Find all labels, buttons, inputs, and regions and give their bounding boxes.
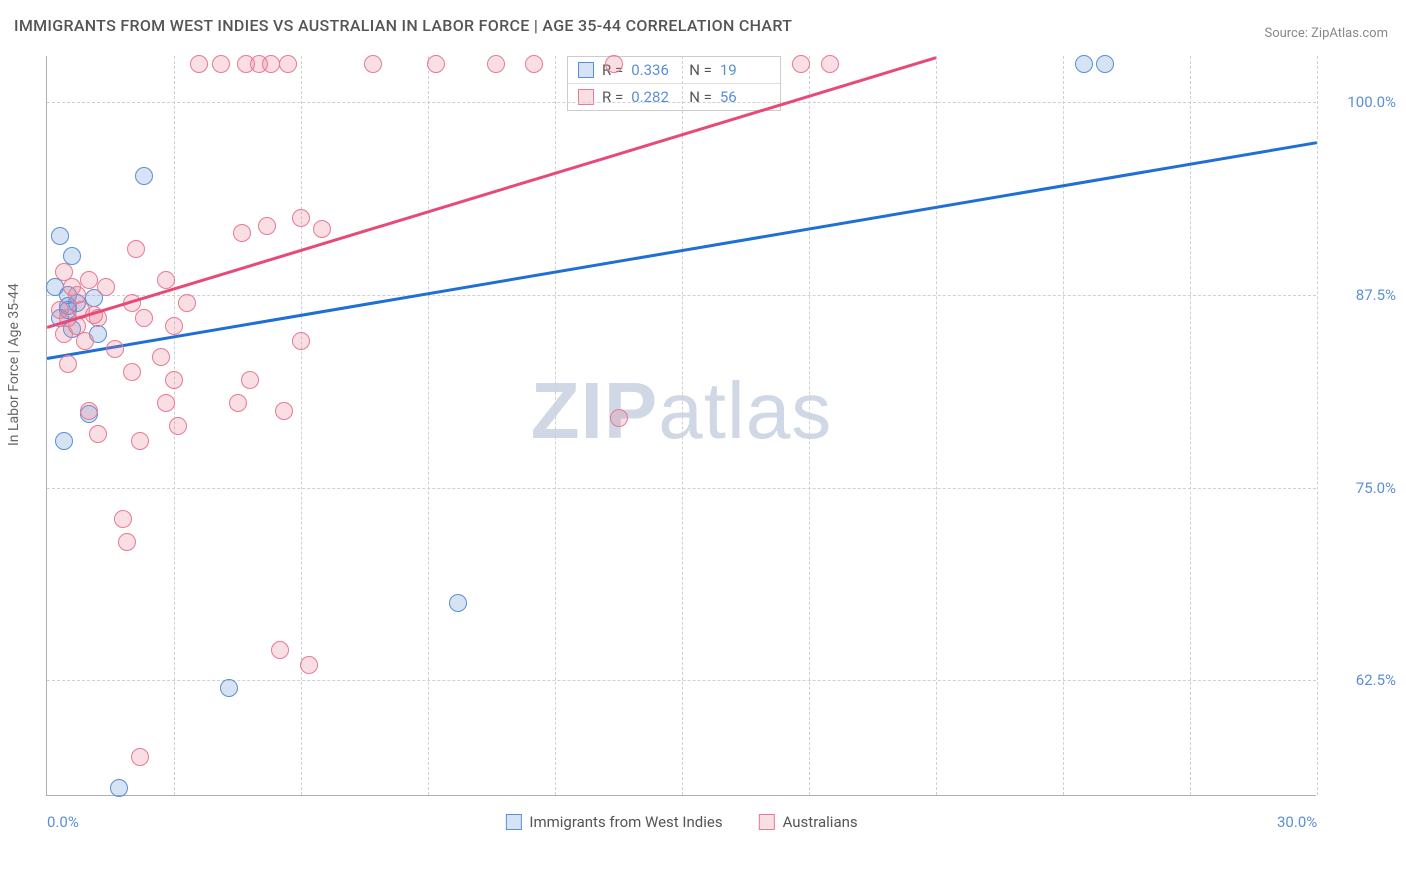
data-point — [262, 55, 280, 73]
gridline-vertical — [1063, 56, 1064, 795]
data-point — [51, 227, 69, 245]
data-point — [427, 55, 445, 73]
data-point — [55, 432, 73, 450]
data-point — [59, 355, 77, 373]
data-point — [300, 656, 318, 674]
data-point — [487, 55, 505, 73]
y-tick-label: 62.5% — [1326, 671, 1396, 689]
data-point — [178, 294, 196, 312]
data-point — [258, 217, 276, 235]
data-point — [131, 432, 149, 450]
data-point — [1075, 55, 1093, 73]
data-point — [275, 402, 293, 420]
data-point — [292, 209, 310, 227]
data-point — [157, 394, 175, 412]
data-point — [271, 641, 289, 659]
data-point — [364, 55, 382, 73]
data-point — [292, 332, 310, 350]
y-tick-label: 100.0% — [1326, 93, 1396, 111]
data-point — [110, 779, 128, 797]
n-label: N = — [689, 61, 712, 79]
data-point — [118, 533, 136, 551]
source-attribution: Source: ZipAtlas.com — [1264, 26, 1388, 41]
data-point — [80, 402, 98, 420]
data-point — [605, 55, 623, 73]
data-point — [157, 271, 175, 289]
data-point — [165, 371, 183, 389]
r-value-series1: 0.336 — [631, 61, 681, 79]
data-point — [97, 278, 115, 296]
data-point — [821, 55, 839, 73]
data-point — [152, 348, 170, 366]
legend-item-series1: Immigrants from West Indies — [505, 813, 722, 831]
legend-item-series2: Australians — [759, 813, 858, 831]
gridline-vertical — [428, 56, 429, 795]
legend: Immigrants from West Indies Australians — [505, 813, 857, 831]
source-link[interactable]: ZipAtlas.com — [1311, 26, 1388, 41]
r-label: R = — [602, 88, 623, 106]
gridline-vertical — [936, 56, 937, 795]
data-point — [123, 363, 141, 381]
watermark-light: atlas — [658, 366, 832, 455]
data-point — [114, 510, 132, 528]
data-point — [127, 240, 145, 258]
gridline-vertical — [682, 56, 683, 795]
n-value-series2: 56 — [720, 88, 770, 106]
stats-swatch-series1 — [578, 62, 594, 78]
data-point — [169, 417, 187, 435]
legend-swatch-series1 — [505, 814, 521, 830]
legend-label-series1: Immigrants from West Indies — [529, 813, 722, 831]
gridline-vertical — [301, 56, 302, 795]
data-point — [1096, 55, 1114, 73]
data-point — [279, 55, 297, 73]
gridline-vertical — [809, 56, 810, 795]
data-point — [76, 332, 94, 350]
x-tick-label: 0.0% — [47, 813, 79, 831]
n-value-series1: 19 — [720, 61, 770, 79]
scatter-chart: ZIPatlas R = 0.336 N = 19 R = 0.282 N = … — [46, 56, 1316, 796]
source-label: Source: — [1264, 26, 1311, 41]
data-point — [233, 224, 251, 242]
data-point — [89, 425, 107, 443]
data-point — [68, 286, 86, 304]
data-point — [165, 317, 183, 335]
trend-line — [47, 56, 937, 328]
chart-title: IMMIGRANTS FROM WEST INDIES VS AUSTRALIA… — [14, 16, 792, 35]
data-point — [241, 371, 259, 389]
data-point — [135, 167, 153, 185]
data-point — [229, 394, 247, 412]
n-label: N = — [689, 88, 712, 106]
legend-label-series2: Australians — [783, 813, 858, 831]
y-axis-label: In Labor Force | Age 35-44 — [6, 283, 22, 446]
watermark-bold: ZIP — [531, 366, 658, 455]
data-point — [792, 55, 810, 73]
stats-row-series2: R = 0.282 N = 56 — [568, 84, 780, 110]
x-tick-label: 30.0% — [1277, 813, 1317, 831]
data-point — [212, 55, 230, 73]
data-point — [190, 55, 208, 73]
data-point — [80, 271, 98, 289]
stats-row-series1: R = 0.336 N = 19 — [568, 57, 780, 84]
data-point — [610, 409, 628, 427]
gridline-vertical — [555, 56, 556, 795]
data-point — [313, 220, 331, 238]
gridline-vertical — [1190, 56, 1191, 795]
data-point — [106, 340, 124, 358]
y-tick-label: 75.0% — [1326, 479, 1396, 497]
r-value-series2: 0.282 — [631, 88, 681, 106]
data-point — [131, 748, 149, 766]
legend-swatch-series2 — [759, 814, 775, 830]
data-point — [220, 679, 238, 697]
gridline-vertical — [1317, 56, 1318, 795]
data-point — [449, 594, 467, 612]
y-tick-label: 87.5% — [1326, 286, 1396, 304]
data-point — [525, 55, 543, 73]
data-point — [135, 309, 153, 327]
